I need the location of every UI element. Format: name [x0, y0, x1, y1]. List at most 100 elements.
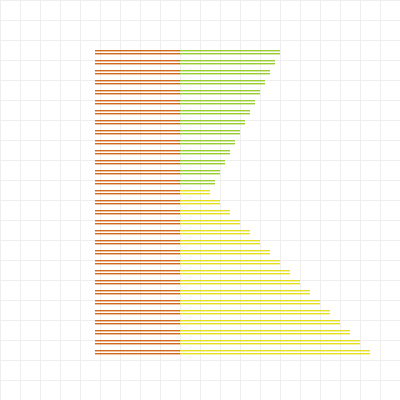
- bar-series-1-row-25: [95, 290, 180, 292]
- bar-series-3-row-28: [180, 320, 340, 322]
- bar-series-1-row-14: [95, 180, 180, 182]
- bar-series-1-row-20: [95, 243, 180, 245]
- bar-series-1-row-21: [95, 250, 180, 252]
- bar-series-3-row-29: [180, 333, 350, 335]
- bar-series-3-row-26: [180, 303, 320, 305]
- bar-series-2-row-12: [180, 160, 225, 162]
- bar-series-1-row-12: [95, 160, 180, 162]
- bar-series-1-row-11: [95, 153, 180, 155]
- bar-series-3-row-18: [180, 223, 240, 225]
- bar-series-3-row-21: [180, 250, 270, 252]
- bar-series-2-row-9: [180, 130, 240, 132]
- bar-series-2-row-7: [180, 110, 250, 112]
- bar-series-1-row-4: [95, 83, 180, 85]
- bar-series-2-row-1: [180, 50, 280, 52]
- bar-series-1-row-28: [95, 323, 180, 325]
- bar-series-1-row-19: [95, 230, 180, 232]
- bar-series-1-row-28: [95, 320, 180, 322]
- bar-series-1-row-26: [95, 303, 180, 305]
- bar-series-1-row-23: [95, 270, 180, 272]
- bar-series-3-row-15: [180, 193, 210, 195]
- bar-series-1-row-16: [95, 203, 180, 205]
- bar-series-1-row-21: [95, 253, 180, 255]
- bar-series-1-row-6: [95, 100, 180, 102]
- bar-series-3-row-19: [180, 233, 250, 235]
- bar-series-2-row-3: [180, 73, 270, 75]
- bar-series-1-row-4: [95, 80, 180, 82]
- bar-series-1-row-22: [95, 263, 180, 265]
- bar-series-2-row-12: [180, 163, 225, 165]
- bar-series-3-row-21: [180, 253, 270, 255]
- bar-series-3-row-17: [180, 210, 230, 212]
- bar-series-1-row-5: [95, 90, 180, 92]
- bar-series-2-row-4: [180, 83, 265, 85]
- bar-series-2-row-2: [180, 63, 275, 65]
- bar-series-1-row-10: [95, 140, 180, 142]
- bar-series-2-row-14: [180, 183, 215, 185]
- bar-series-1-row-26: [95, 300, 180, 302]
- bar-series-1-row-17: [95, 210, 180, 212]
- bar-series-3-row-28: [180, 323, 340, 325]
- bar-series-1-row-6: [95, 103, 180, 105]
- bar-series-3-row-17: [180, 213, 230, 215]
- bar-series-2-row-11: [180, 150, 230, 152]
- bar-series-3-row-16: [180, 200, 220, 202]
- bar-series-1-row-23: [95, 273, 180, 275]
- bar-series-3-row-24: [180, 283, 300, 285]
- bar-series-1-row-5: [95, 93, 180, 95]
- bar-series-2-row-8: [180, 120, 245, 122]
- bar-series-3-row-20: [180, 240, 260, 242]
- bars: [95, 50, 370, 355]
- bar-series-2-row-6: [180, 103, 255, 105]
- bar-series-3-row-23: [180, 270, 290, 272]
- bar-series-1-row-27: [95, 310, 180, 312]
- bar-series-1-row-24: [95, 280, 180, 282]
- bar-series-2-row-7: [180, 113, 250, 115]
- bar-series-1-row-16: [95, 200, 180, 202]
- bar-series-3-row-22: [180, 263, 280, 265]
- bar-series-2-row-4: [180, 80, 265, 82]
- bar-series-2-row-1: [180, 53, 280, 55]
- bar-series-1-row-9: [95, 130, 180, 132]
- bar-series-1-row-2: [95, 60, 180, 62]
- bar-series-1-row-2: [95, 63, 180, 65]
- bar-series-3-row-23: [180, 273, 290, 275]
- bar-series-2-row-5: [180, 90, 260, 92]
- bar-series-1-row-13: [95, 170, 180, 172]
- bar-series-1-row-30: [95, 340, 180, 342]
- bar-series-1-row-3: [95, 73, 180, 75]
- bar-series-3-row-25: [180, 293, 310, 295]
- bar-series-1-row-1: [95, 53, 180, 55]
- bar-series-3-row-31: [180, 350, 370, 352]
- bar-series-1-row-18: [95, 223, 180, 225]
- bar-series-1-row-8: [95, 120, 180, 122]
- bar-series-2-row-14: [180, 180, 215, 182]
- bar-series-1-row-19: [95, 233, 180, 235]
- bar-series-3-row-27: [180, 313, 330, 315]
- bar-series-3-row-25: [180, 290, 310, 292]
- bar-series-1-row-11: [95, 150, 180, 152]
- bar-series-1-row-31: [95, 350, 180, 352]
- bar-series-2-row-9: [180, 133, 240, 135]
- bar-series-1-row-1: [95, 50, 180, 52]
- bar-series-1-row-18: [95, 220, 180, 222]
- bar-series-2-row-6: [180, 100, 255, 102]
- bar-series-3-row-18: [180, 220, 240, 222]
- bar-series-1-row-17: [95, 213, 180, 215]
- bar-series-1-row-7: [95, 113, 180, 115]
- bar-series-1-row-15: [95, 190, 180, 192]
- bar-series-1-row-30: [95, 343, 180, 345]
- bar-series-1-row-29: [95, 333, 180, 335]
- bar-series-1-row-22: [95, 260, 180, 262]
- bar-series-2-row-10: [180, 140, 235, 142]
- bar-series-3-row-20: [180, 243, 260, 245]
- bar-series-2-row-10: [180, 143, 235, 145]
- bar-series-1-row-3: [95, 70, 180, 72]
- bar-series-1-row-10: [95, 143, 180, 145]
- bar-series-3-row-15: [180, 190, 210, 192]
- bar-series-1-row-9: [95, 133, 180, 135]
- bar-series-3-row-16: [180, 203, 220, 205]
- bar-series-2-row-13: [180, 170, 220, 172]
- bar-series-2-row-13: [180, 173, 220, 175]
